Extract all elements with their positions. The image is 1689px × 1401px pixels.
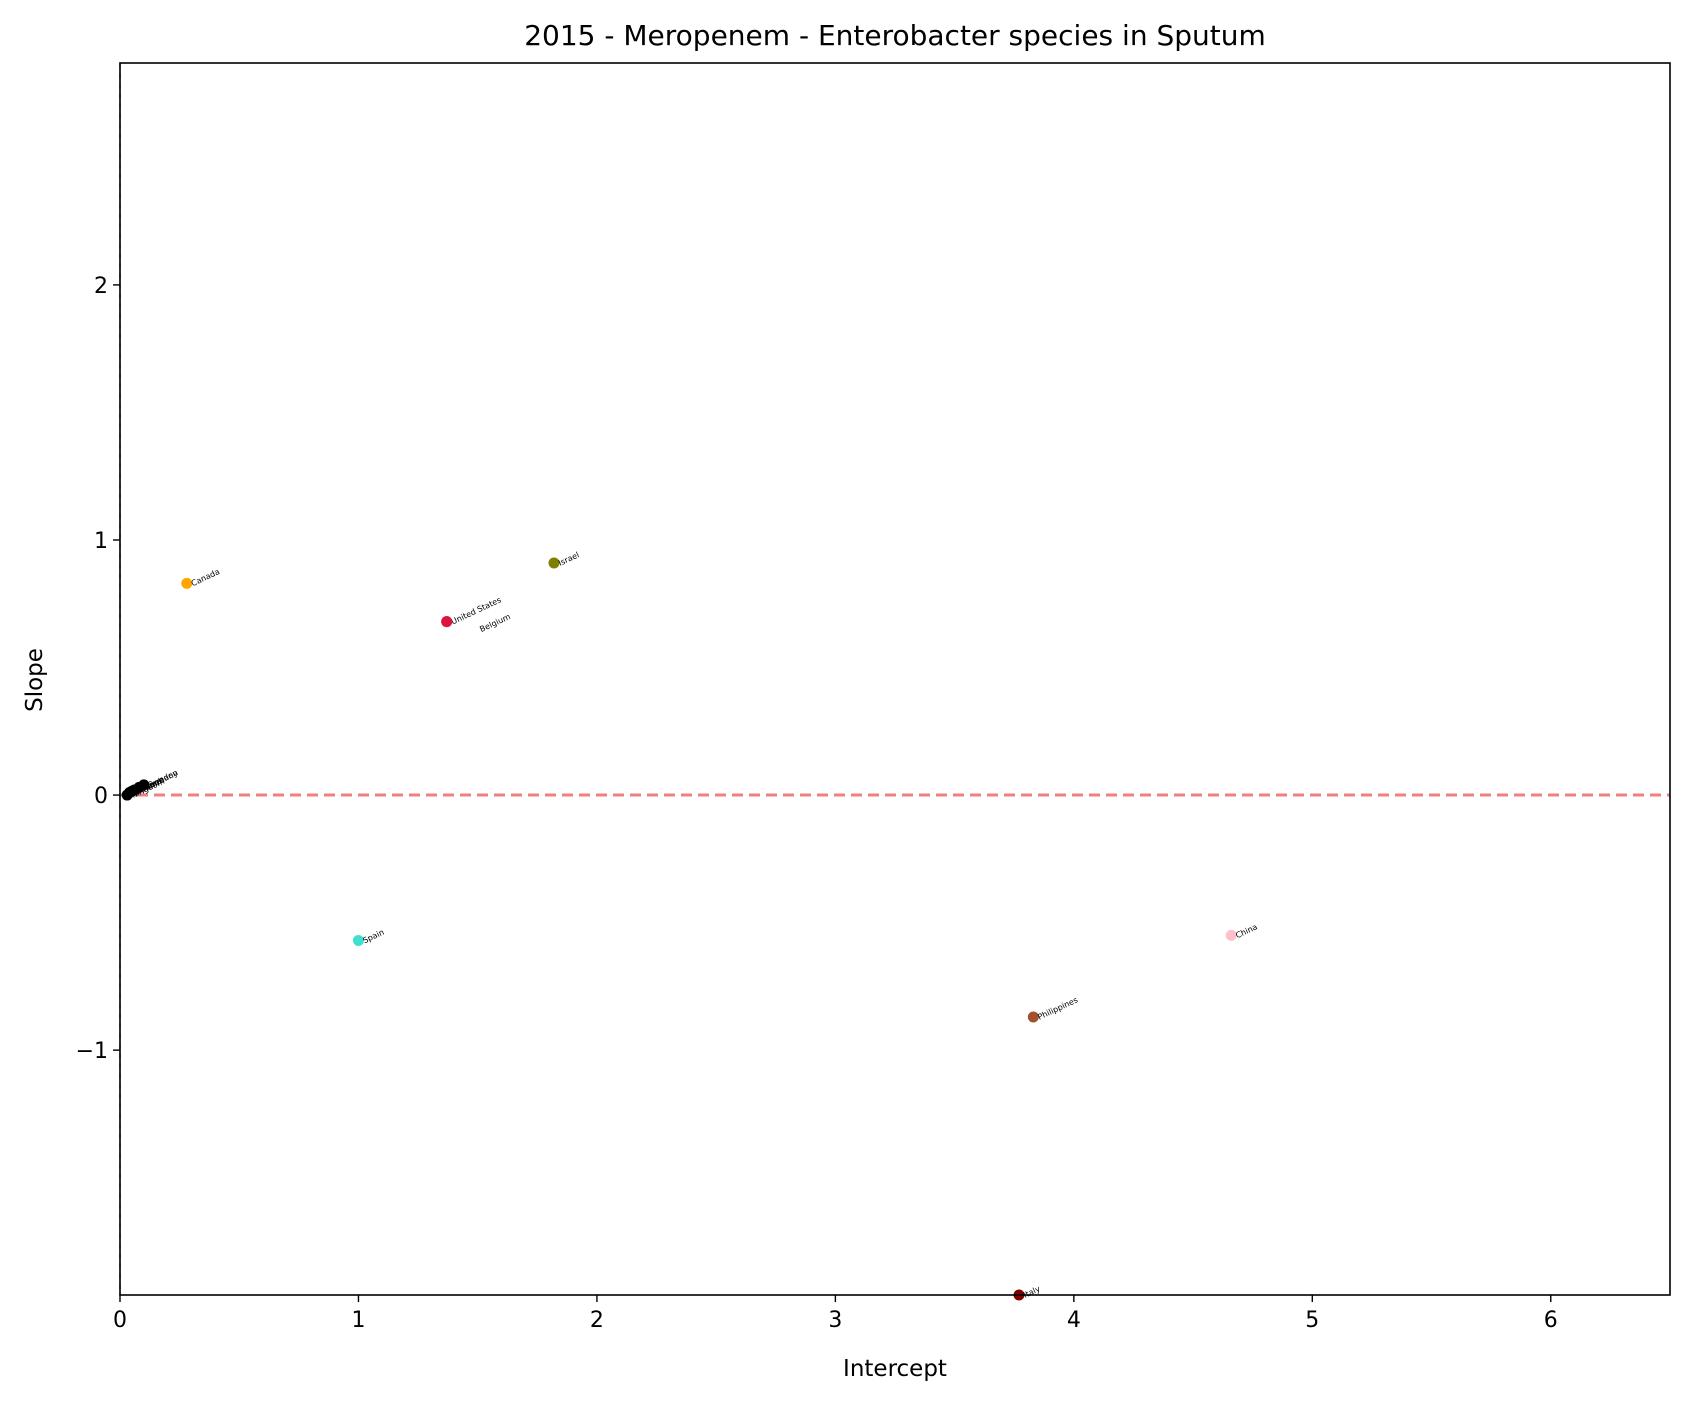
x-tick-label: 2	[590, 1308, 604, 1333]
x-tick-label: 4	[1067, 1308, 1081, 1333]
point-label: Belgium	[478, 612, 512, 634]
data-point	[1027, 1011, 1039, 1023]
data-point	[548, 557, 560, 569]
point-label: Canada	[190, 567, 221, 588]
point-label: Israel	[557, 550, 581, 567]
x-tick-label: 3	[828, 1308, 842, 1333]
point-label: Italy	[1022, 1284, 1042, 1300]
axis-ticks: 0 1 2 3 4 5 6 −1 0 1 2	[76, 274, 1558, 1333]
data-point	[352, 934, 364, 946]
point-label: Spain	[362, 928, 386, 946]
y-tick-label: −1	[76, 1039, 108, 1064]
plot-frame	[119, 62, 1671, 1296]
data-point	[121, 789, 133, 801]
data-point	[1225, 929, 1237, 941]
x-tick-label: 6	[1544, 1308, 1558, 1333]
x-tick-label: 1	[351, 1308, 365, 1333]
chart-title: 2015 - Meropenem - Enterobacter species …	[524, 19, 1266, 52]
y-axis-label: Slope	[22, 648, 48, 712]
point-label: China	[1234, 922, 1259, 940]
data-point	[181, 577, 193, 589]
y-tick-label: 1	[94, 529, 108, 554]
y-tick-label: 2	[94, 274, 108, 299]
x-tick-label: 0	[113, 1308, 127, 1333]
x-tick-label: 5	[1305, 1308, 1319, 1333]
data-point	[441, 616, 453, 628]
x-axis-label: Intercept	[843, 1356, 947, 1382]
point-label: Philippines	[1036, 995, 1079, 1021]
y-tick-label: 0	[94, 784, 108, 809]
